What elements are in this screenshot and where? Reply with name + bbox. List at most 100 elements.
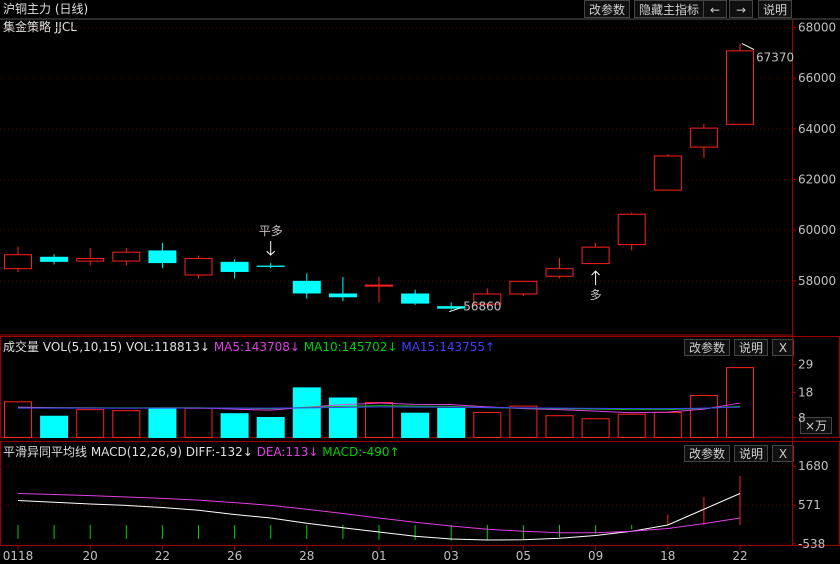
date-tick-label: 20 bbox=[83, 549, 98, 563]
price-tick-label: 64000 bbox=[798, 122, 836, 136]
macd-dea-line bbox=[17, 493, 741, 534]
volume-ma15-line bbox=[18, 406, 741, 410]
vol-unit-label: ×万 bbox=[800, 417, 833, 434]
macd-diff-line bbox=[17, 493, 741, 541]
vol-close-button[interactable]: X bbox=[772, 339, 794, 356]
macd-macd-value: MACD:-490↑ bbox=[322, 445, 400, 459]
volume-bar bbox=[653, 411, 682, 439]
volume-bar bbox=[76, 409, 105, 438]
volume-bar bbox=[581, 418, 610, 439]
candle-body bbox=[76, 258, 105, 262]
candle-body bbox=[184, 258, 213, 276]
vol-value: VOL:118813↓ bbox=[125, 340, 210, 354]
macd-tick-label: -538 bbox=[798, 537, 825, 551]
candle-body bbox=[40, 256, 69, 262]
signal-long-arrow bbox=[591, 270, 600, 286]
candle-body bbox=[545, 268, 574, 277]
candle-body bbox=[473, 293, 502, 305]
signal-close-long-arrow bbox=[266, 241, 276, 256]
date-tick-label: 01 bbox=[371, 549, 386, 563]
candle-body bbox=[726, 50, 754, 125]
volume-bar bbox=[437, 407, 466, 438]
candle-body bbox=[112, 251, 141, 262]
candle-body bbox=[148, 250, 177, 264]
vol-ma10-value: MA10:145702↓ bbox=[303, 340, 398, 354]
strategy-label: 集金策略 JJCL bbox=[3, 20, 77, 34]
candle-body bbox=[292, 280, 321, 294]
candle-body bbox=[617, 213, 646, 246]
volume-bar bbox=[256, 416, 285, 438]
vol-ma15-value: MA15:143755↑ bbox=[401, 340, 496, 354]
low-pointer bbox=[449, 307, 462, 313]
date-tick-label: 22 bbox=[155, 549, 170, 563]
date-tick-label: 05 bbox=[516, 549, 531, 563]
candle-body bbox=[220, 261, 249, 272]
candle-body bbox=[4, 254, 32, 270]
params-button[interactable]: 改参数 bbox=[584, 0, 631, 18]
high-pointer bbox=[741, 43, 755, 50]
vol-params-button[interactable]: 改参数 bbox=[684, 339, 731, 356]
candle-body bbox=[365, 284, 393, 287]
macd-close-button[interactable]: X bbox=[772, 445, 794, 462]
volume-bar bbox=[726, 367, 754, 438]
volume-bar bbox=[617, 413, 646, 439]
high-price-label: 67370 bbox=[756, 51, 794, 65]
chart-title: 沪铜主力 (日线) bbox=[3, 2, 89, 16]
date-tick-label: 18 bbox=[660, 549, 675, 563]
price-tick-label: 58000 bbox=[798, 274, 836, 288]
vol-indicator-name: 成交量 VOL(5,10,15) bbox=[3, 340, 123, 354]
date-tick-label: 22 bbox=[732, 549, 747, 563]
volume-tick-label: 18 bbox=[798, 385, 813, 399]
volume-bar bbox=[184, 407, 213, 438]
macd-indicator-name: 平滑异同平均线 MACD(12,26,9) bbox=[3, 445, 182, 459]
volume-bar bbox=[220, 413, 249, 438]
vol-title: 成交量 VOL(5,10,15) VOL:118813↓ MA5:143708↓… bbox=[3, 340, 495, 354]
candle-body bbox=[653, 155, 682, 191]
date-tick-label: 09 bbox=[588, 549, 603, 563]
next-arrow-button[interactable]: → bbox=[729, 0, 753, 18]
volume-bar bbox=[328, 397, 357, 438]
candle-body bbox=[581, 246, 610, 265]
vol-help-button[interactable]: 说明 bbox=[734, 339, 769, 356]
low-price-label: 56860 bbox=[463, 300, 501, 314]
date-tick-label: 28 bbox=[299, 549, 314, 563]
help-button[interactable]: 说明 bbox=[758, 0, 793, 18]
volume-bar bbox=[40, 415, 69, 438]
volume-bar bbox=[545, 415, 574, 438]
macd-diff-value: DIFF:-132↓ bbox=[185, 445, 253, 459]
volume-tick-label: 8 bbox=[798, 411, 806, 425]
hide-main-indicator-button[interactable]: 隐藏主指标 bbox=[634, 0, 705, 18]
macd-tick-label: 571 bbox=[798, 498, 821, 512]
volume-bar bbox=[689, 394, 718, 438]
signal-long-label: 多 bbox=[590, 288, 602, 302]
vol-ma5-value: MA5:143708↓ bbox=[213, 340, 300, 354]
volume-bar bbox=[365, 402, 393, 438]
date-tick-label: 26 bbox=[227, 549, 242, 563]
price-tick-label: 60000 bbox=[798, 223, 836, 237]
macd-tick-label: 1680 bbox=[798, 459, 829, 473]
volume-bar bbox=[509, 405, 538, 439]
macd-params-button[interactable]: 改参数 bbox=[684, 445, 731, 462]
candle-body bbox=[256, 265, 285, 267]
price-tick-label: 66000 bbox=[798, 71, 836, 85]
macd-title: 平滑异同平均线 MACD(12,26,9) DIFF:-132↓ DEA:113… bbox=[3, 445, 400, 459]
candle-body bbox=[328, 293, 357, 298]
prev-arrow-button[interactable]: ← bbox=[703, 0, 727, 18]
volume-bar bbox=[292, 387, 321, 438]
volume-bar bbox=[148, 407, 177, 438]
candle-body bbox=[509, 280, 538, 295]
price-tick-label: 62000 bbox=[798, 173, 836, 187]
volume-tick-label: 29 bbox=[798, 358, 813, 372]
candle-body bbox=[437, 306, 466, 309]
macd-dea-value: DEA:113↓ bbox=[256, 445, 319, 459]
signal-close-long-label: 平多 bbox=[259, 224, 283, 238]
volume-bar bbox=[401, 412, 430, 438]
volume-bar bbox=[112, 410, 141, 438]
volume-bar bbox=[473, 411, 502, 439]
date-tick-label: 0118 bbox=[3, 549, 34, 563]
macd-help-button[interactable]: 说明 bbox=[734, 445, 769, 462]
price-tick-label: 68000 bbox=[798, 21, 836, 35]
candle-body bbox=[689, 127, 718, 148]
candle-body bbox=[401, 293, 430, 304]
